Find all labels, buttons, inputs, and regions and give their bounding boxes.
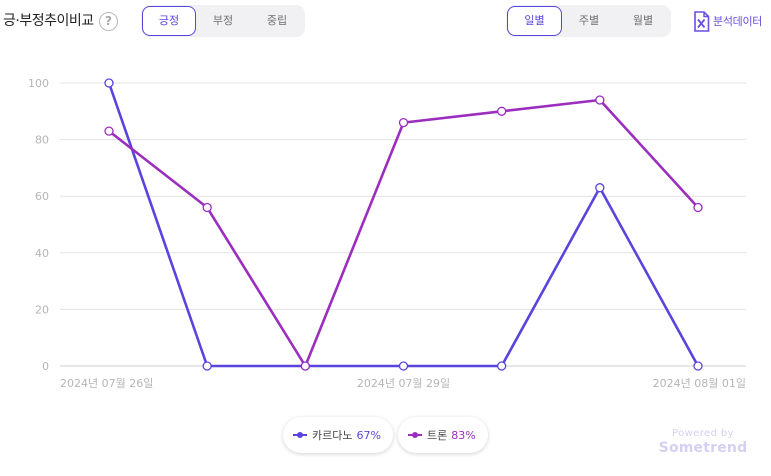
sentiment-tab-group: 긍정 부정 중립 <box>141 5 305 37</box>
y-tick-label: 0 <box>42 360 49 373</box>
download-data-label: 분석데이터 <box>713 15 763 28</box>
y-tick-label: 80 <box>35 134 49 147</box>
legend-marker <box>408 431 422 439</box>
data-point <box>595 183 605 193</box>
line-chart: 0 20 40 60 80 100 2024년 07월 26일 2024년 07월 29일 20… <box>28 77 746 390</box>
excel-file-icon <box>694 10 710 32</box>
x-tick-label: 2024년 07월 26일 <box>60 376 153 390</box>
y-tick-label: 60 <box>35 190 49 203</box>
legend-item-cardano[interactable]: 카르다노 67% <box>283 417 393 453</box>
data-point <box>497 361 507 371</box>
x-tick-label: 2024년 08월 01일 <box>653 376 746 390</box>
brand-logo: Sometrend <box>658 440 748 456</box>
question-circle-icon[interactable]: ? <box>99 12 118 31</box>
legend-percent: 67% <box>356 428 381 442</box>
legend-item-tron[interactable]: 트론 83% <box>398 417 488 453</box>
tab-neutral[interactable]: 중립 <box>266 14 288 27</box>
legend-name: 트론 <box>427 429 448 442</box>
data-point <box>497 106 507 116</box>
data-point <box>693 202 703 213</box>
data-point <box>398 361 409 371</box>
data-point <box>300 361 310 371</box>
y-tick-label: 40 <box>35 247 49 260</box>
data-point <box>693 361 703 371</box>
period-tab-group: 일별 주별 월별 <box>506 5 671 37</box>
chart-legend: 카르다노 67% 트론 83% <box>0 417 771 453</box>
y-tick-label: 100 <box>28 77 49 90</box>
tab-daily[interactable]: 일별 <box>507 6 562 36</box>
tab-monthly[interactable]: 월별 <box>632 14 654 27</box>
x-tick-label: 2024년 07월 29일 <box>357 376 450 390</box>
legend-name: 카르다노 <box>312 429 353 442</box>
section-title: 긍·부정추이비교 <box>3 13 94 29</box>
data-point <box>595 95 605 105</box>
data-point <box>398 117 409 128</box>
brand-watermark: Powered by Sometrend <box>653 428 753 456</box>
data-point <box>202 361 212 371</box>
y-tick-label: 20 <box>35 303 49 316</box>
tab-negative[interactable]: 부정 <box>212 14 234 27</box>
data-point <box>202 202 212 213</box>
download-data-button[interactable]: 분석데이터 <box>693 10 762 32</box>
legend-percent: 83% <box>451 428 476 442</box>
brand-powered-text: Powered by <box>672 428 734 439</box>
legend-marker <box>293 431 307 439</box>
data-point <box>104 78 114 88</box>
tab-positive[interactable]: 긍정 <box>142 6 196 36</box>
chart-header: 긍·부정추이비교 ? 긍정 부정 중립 일별 주별 월별 분석데이터 <box>0 0 771 44</box>
data-point <box>104 126 114 136</box>
tab-weekly[interactable]: 주별 <box>578 14 600 27</box>
